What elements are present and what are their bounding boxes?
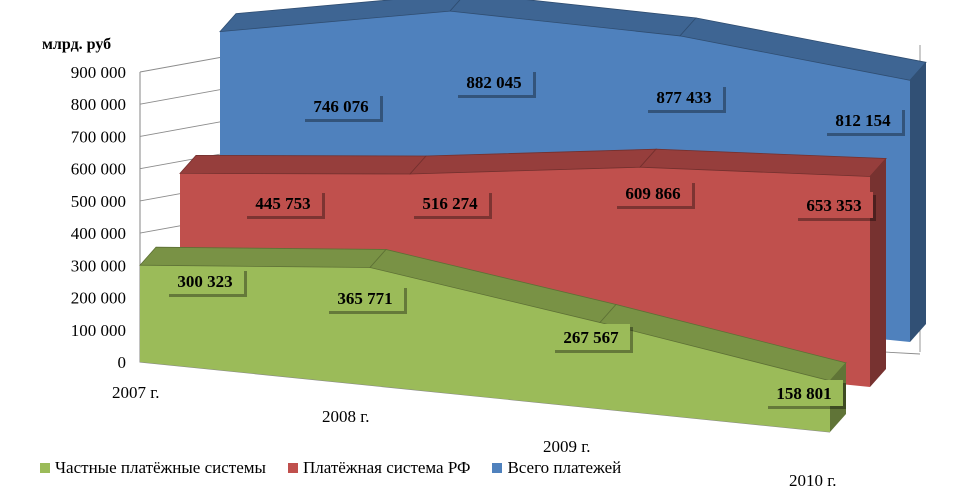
y-tick-label: 100 000 xyxy=(71,321,126,340)
x-tick-label: 2009 г. xyxy=(543,437,591,456)
data-label-box xyxy=(244,190,322,216)
x-tick-label: 2008 г. xyxy=(322,407,370,426)
legend-label-russia: Платёжная система РФ xyxy=(302,458,471,477)
data-label-text: 609 866 xyxy=(625,184,680,203)
y-tick-label: 900 000 xyxy=(71,63,126,82)
y-axis-label: млрд. руб xyxy=(42,36,111,53)
legend-swatch-total xyxy=(492,463,503,473)
series-side-face xyxy=(910,62,926,343)
data-label-box xyxy=(552,324,630,350)
data-label-box xyxy=(455,69,533,95)
data-label-text: 516 274 xyxy=(422,194,478,213)
axes: 0 100 000 200 000 300 000 400 000 500 000 600 … xyxy=(71,63,837,490)
data-label-text: 158 801 xyxy=(776,384,831,403)
data-label-box xyxy=(302,93,380,119)
series-top-segment xyxy=(179,154,427,175)
data-label-box xyxy=(326,285,404,311)
data-label-text: 746 076 xyxy=(313,97,368,116)
data-label-text: 877 433 xyxy=(656,88,711,107)
legend-item-private: Частные платёжные системы xyxy=(40,458,266,478)
data-label: 365 771 xyxy=(326,285,407,314)
data-label-box xyxy=(411,190,489,216)
legend: Частные платёжные системы Платёжная сист… xyxy=(40,458,621,478)
legend-item-total: Всего платежей xyxy=(492,458,621,478)
data-label-box xyxy=(166,268,244,294)
data-label-text: 445 753 xyxy=(255,194,310,213)
data-label-text: 653 353 xyxy=(806,196,861,215)
data-label: 812 154 xyxy=(824,107,905,136)
data-label-box xyxy=(765,380,843,406)
x-tick-label: 2007 г. xyxy=(112,383,160,402)
data-label-text: 365 771 xyxy=(337,289,392,308)
y-tick-label: 400 000 xyxy=(71,224,126,243)
series-top-segment xyxy=(219,0,461,33)
series-top-segment xyxy=(139,246,387,268)
data-label: 158 801 xyxy=(765,380,846,409)
data-label-box xyxy=(795,192,873,218)
data-label-box xyxy=(645,84,723,110)
legend-label-total: Всего платежей xyxy=(507,458,622,477)
y-tick-label: 300 000 xyxy=(71,256,126,275)
legend-label-private: Частные платёжные системы xyxy=(55,458,266,477)
y-tick-label: 800 000 xyxy=(71,95,126,114)
data-label: 877 433 xyxy=(645,84,726,113)
x-tick-label: 2010 г. xyxy=(789,471,837,490)
data-label-text: 300 323 xyxy=(177,272,232,291)
data-label-box xyxy=(824,107,902,133)
y-tick-label: 0 xyxy=(118,353,127,372)
data-label: 445 753 xyxy=(244,190,325,219)
data-label: 267 567 xyxy=(552,324,633,353)
data-label-box xyxy=(614,180,692,206)
data-label: 882 045 xyxy=(455,69,536,98)
series-0 xyxy=(139,246,847,432)
data-label: 609 866 xyxy=(614,180,695,209)
legend-swatch-russia xyxy=(287,463,298,473)
data-label: 300 323 xyxy=(166,268,247,297)
data-label: 516 274 xyxy=(411,190,492,219)
series-layer xyxy=(139,0,927,432)
data-label-text: 267 567 xyxy=(563,328,619,347)
data-label: 653 353 xyxy=(795,192,876,221)
data-label: 746 076 xyxy=(302,93,383,122)
series-side-face xyxy=(870,158,886,387)
y-tick-label: 600 000 xyxy=(71,160,126,179)
y-tick-label: 700 000 xyxy=(71,127,126,146)
data-label-text: 882 045 xyxy=(466,73,521,92)
legend-item-russia: Платёжная система РФ xyxy=(287,458,471,478)
data-label-text: 812 154 xyxy=(835,111,891,130)
series-front-face xyxy=(140,265,830,432)
y-tick-label: 200 000 xyxy=(71,289,126,308)
legend-swatch-private xyxy=(40,463,50,473)
data-labels: 300 323 365 771 267 567 158 801 445 753 516 2… xyxy=(166,69,905,409)
y-tick-label: 500 000 xyxy=(71,192,126,211)
